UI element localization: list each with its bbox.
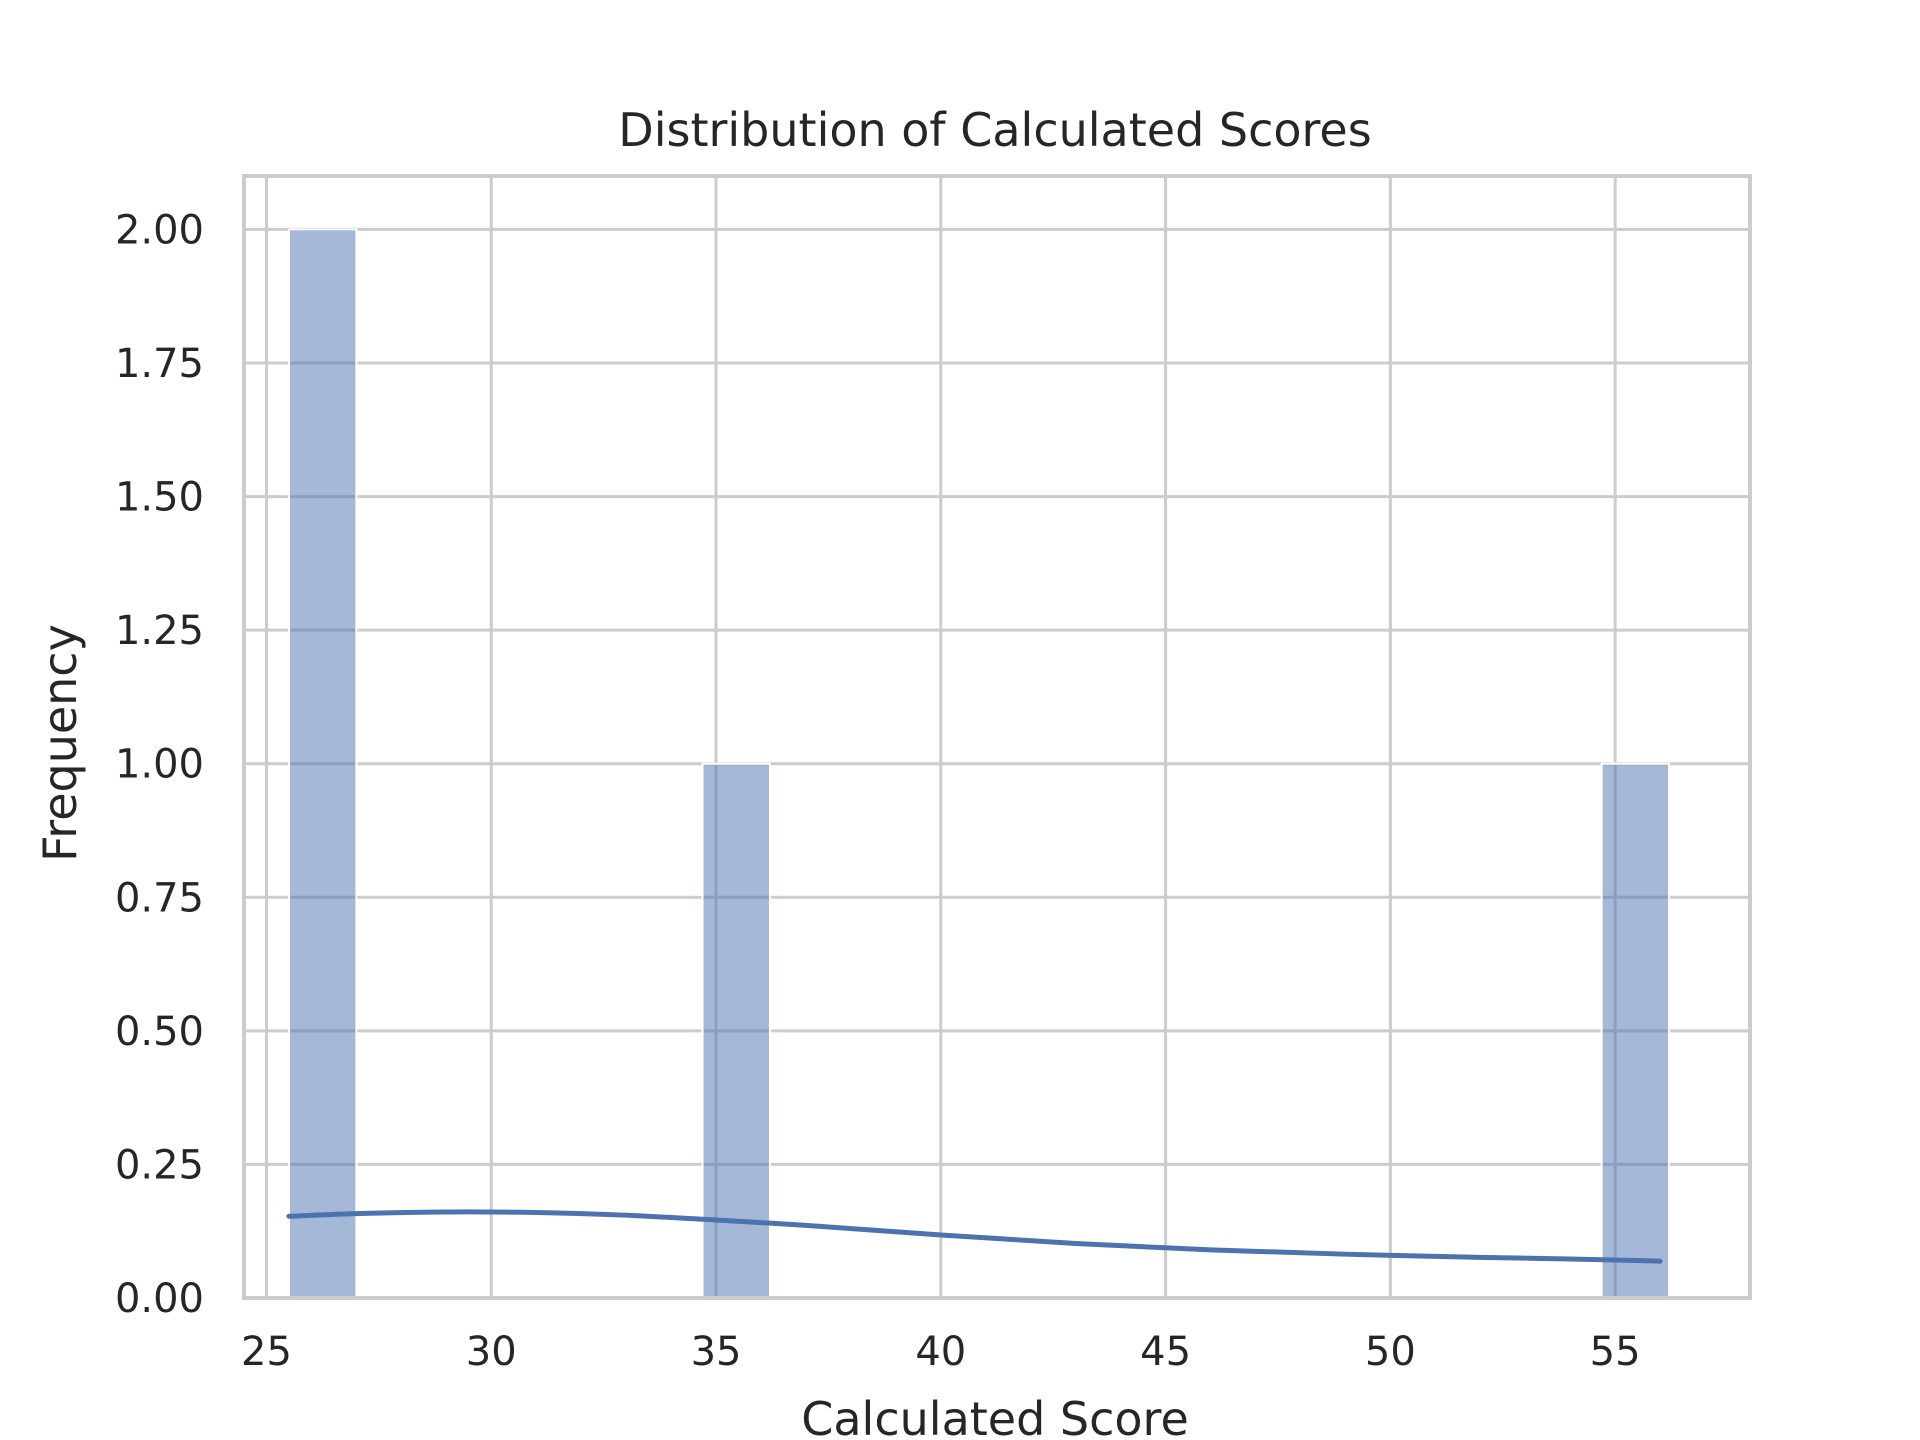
axes-frame bbox=[242, 174, 1752, 1300]
x-tick-label: 25 bbox=[241, 1329, 292, 1375]
x-tick-label: 30 bbox=[466, 1329, 517, 1375]
x-tick-label: 35 bbox=[691, 1329, 742, 1375]
y-tick-label: 0.75 bbox=[115, 875, 204, 921]
y-tick-label: 0.00 bbox=[115, 1276, 204, 1322]
axes-border bbox=[242, 174, 1752, 1300]
y-tick-label: 0.25 bbox=[115, 1142, 204, 1188]
chart-title: Distribution of Calculated Scores bbox=[618, 103, 1371, 157]
kde-layer bbox=[286, 1209, 1663, 1264]
y-tick-label: 2.00 bbox=[115, 207, 204, 253]
y-tick-label: 1.50 bbox=[115, 475, 204, 521]
y-tick-label: 1.00 bbox=[115, 742, 204, 788]
histogram-bar bbox=[287, 228, 358, 1299]
histogram-bar bbox=[1600, 762, 1671, 1299]
plot-background bbox=[244, 176, 1750, 1298]
kde-line bbox=[286, 1209, 1663, 1264]
x-tick-label: 40 bbox=[915, 1329, 966, 1375]
bars-layer bbox=[287, 228, 1671, 1299]
y-tick-label: 1.25 bbox=[115, 608, 204, 654]
x-tick-label: 45 bbox=[1140, 1329, 1191, 1375]
tick-labels: 25 30 35 40 45 50 55 0.00 0.25 0.50 0.75 1.00 1.25 1.… bbox=[115, 207, 1641, 1375]
grid-layer bbox=[244, 176, 1750, 1300]
x-tick-label: 50 bbox=[1365, 1329, 1416, 1375]
y-tick-label: 1.75 bbox=[115, 341, 204, 387]
x-tick-label: 55 bbox=[1590, 1329, 1641, 1375]
y-tick-label: 0.50 bbox=[115, 1009, 204, 1055]
x-axis-label: Calculated Score bbox=[801, 1392, 1189, 1440]
y-axis-label: Frequency bbox=[33, 624, 87, 862]
